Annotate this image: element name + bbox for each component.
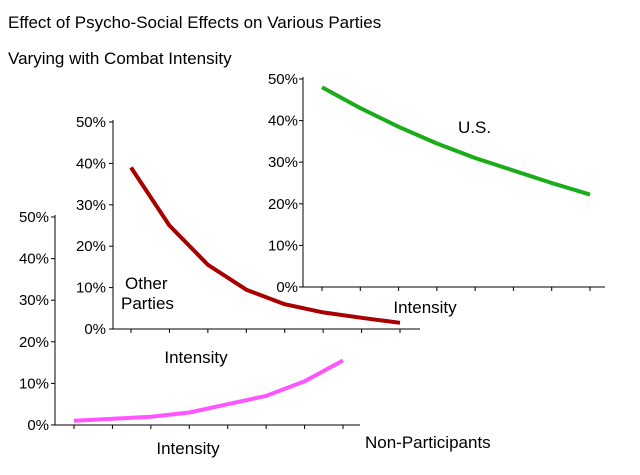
non-participants-y-tick-label: 10% xyxy=(19,375,49,392)
us-y-tick-label: 50% xyxy=(268,71,298,88)
non-participants-x-axis-label: Intensity xyxy=(156,439,220,458)
us-y-tick-label: 10% xyxy=(268,237,298,254)
other-parties-y-tick-label: 20% xyxy=(76,238,106,255)
us-y-tick-label: 30% xyxy=(268,154,298,171)
non-participants-y-tick-label: 0% xyxy=(27,417,49,434)
us-series-label: U.S. xyxy=(458,118,491,137)
us-x-axis-label: Intensity xyxy=(393,298,457,317)
non-participants-y-tick-label: 40% xyxy=(19,251,49,268)
us-y-tick-label: 20% xyxy=(268,196,298,213)
other-parties-y-tick-label: 0% xyxy=(84,321,106,338)
other-parties-series-label-line: Parties xyxy=(121,294,174,313)
non-participants-y-tick-label: 30% xyxy=(19,292,49,309)
other-parties-series-label-line: Other xyxy=(125,274,168,293)
non-participants-series-line xyxy=(73,358,344,423)
us-series-line xyxy=(321,85,591,197)
chart-title: Effect of Psycho-Social Effects on Vario… xyxy=(8,13,382,32)
other-parties-y-tick-label: 40% xyxy=(76,155,106,172)
us-y-tick-label: 40% xyxy=(268,113,298,130)
other-parties-series-line xyxy=(129,166,401,325)
other-parties-y-tick-label: 10% xyxy=(76,280,106,297)
other-parties-x-axis-label: Intensity xyxy=(164,348,228,367)
non-participants-y-tick-label: 20% xyxy=(19,334,49,351)
other-parties-y-tick-label: 50% xyxy=(76,114,106,131)
chart-subtitle: Varying with Combat Intensity xyxy=(8,49,232,68)
non-participants-y-tick-label: 50% xyxy=(19,209,49,226)
us-y-tick-label: 0% xyxy=(276,279,298,296)
other-parties-y-tick-label: 30% xyxy=(76,197,106,214)
non-participants-series-label: Non-Participants xyxy=(365,433,491,452)
